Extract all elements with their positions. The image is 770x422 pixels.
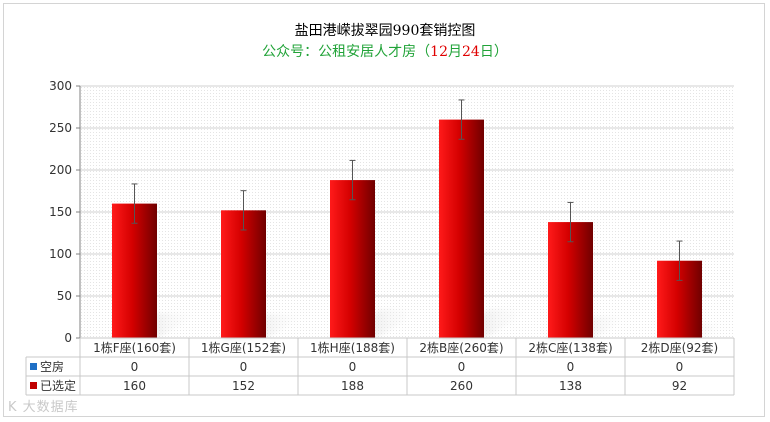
chart-frame bbox=[3, 3, 765, 417]
y-tick-label: 100 bbox=[49, 247, 72, 261]
table-value: 0 bbox=[131, 360, 139, 374]
watermark: K 大数据库 bbox=[8, 400, 79, 415]
table-value: 92 bbox=[672, 379, 687, 393]
subtitle-day: 24 bbox=[462, 44, 480, 60]
table-value: 0 bbox=[349, 360, 357, 374]
subtitle-month-unit: 月 bbox=[448, 44, 462, 60]
y-tick-label: 150 bbox=[49, 205, 72, 219]
table-value: 0 bbox=[458, 360, 466, 374]
table-value: 260 bbox=[450, 379, 473, 393]
bar bbox=[330, 180, 375, 338]
table-value: 138 bbox=[559, 379, 582, 393]
y-tick-label: 300 bbox=[49, 79, 72, 93]
chart-title: 盐田港嵘拔翠园990套销控图 bbox=[294, 23, 476, 39]
table-value: 0 bbox=[240, 360, 248, 374]
legend-label: 空房 bbox=[40, 359, 64, 374]
table-value: 152 bbox=[232, 379, 255, 393]
x-category-label: 1栋F座(160套) bbox=[93, 340, 176, 355]
bar bbox=[112, 203, 157, 338]
x-category-label: 1栋G座(152套) bbox=[201, 340, 286, 355]
subtitle-day-unit: 日 bbox=[479, 44, 494, 60]
subtitle-suffix: ） bbox=[493, 44, 508, 60]
y-tick-label: 50 bbox=[57, 289, 72, 303]
subtitle-prefix: 公众号：公租安居人才房（ bbox=[262, 44, 431, 60]
legend-label: 已选定 bbox=[40, 378, 76, 393]
legend-swatch bbox=[30, 382, 37, 389]
table-value: 160 bbox=[123, 379, 146, 393]
y-tick-label: 250 bbox=[49, 121, 72, 135]
table-value: 188 bbox=[341, 379, 364, 393]
bar bbox=[221, 210, 266, 338]
subtitle-month: 12 bbox=[430, 44, 448, 60]
chart-subtitle: 公众号：公租安居人才房（12月24日） bbox=[0, 41, 770, 61]
x-category-label: 2栋D座(92套) bbox=[641, 340, 719, 355]
y-tick-label: 200 bbox=[49, 163, 72, 177]
x-category-label: 1栋H座(188套) bbox=[310, 340, 395, 355]
legend-swatch bbox=[30, 363, 37, 370]
table-value: 0 bbox=[676, 360, 684, 374]
table-value: 0 bbox=[567, 360, 575, 374]
y-tick-label: 0 bbox=[64, 331, 72, 345]
x-category-label: 2栋C座(138套) bbox=[528, 340, 612, 355]
bar bbox=[439, 119, 484, 338]
x-category-label: 2栋B座(260套) bbox=[419, 340, 503, 355]
